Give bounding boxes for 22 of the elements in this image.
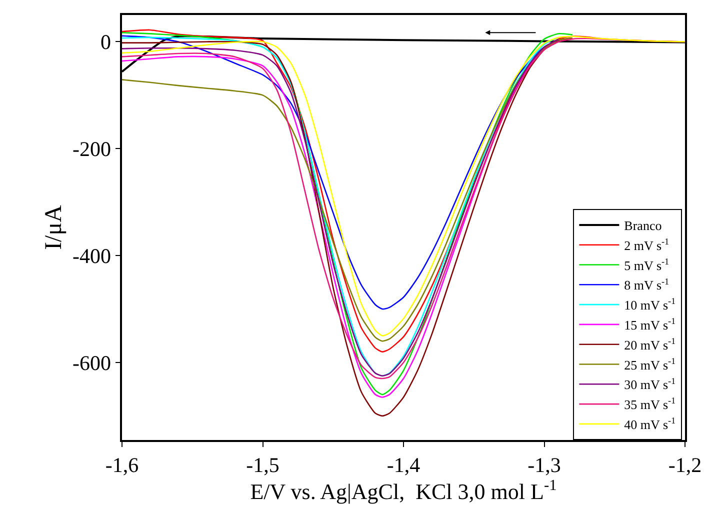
- y-axis-title: I/μA: [41, 204, 68, 250]
- legend-label: 35 mV s$^{-1}$: [624, 396, 676, 412]
- x-axis-title: E/V vs. Ag|AgCl, KCl 3,0 mol L$^{-1}$: [250, 476, 557, 504]
- legend-label: 20 mV s$^{-1}$: [624, 336, 676, 352]
- legend-label: 10 mV s$^{-1}$: [624, 296, 676, 313]
- legend-label: 15 mV s$^{-1}$: [624, 316, 676, 333]
- legend-label: 5 mV s$^{-1}$: [624, 256, 670, 273]
- legend-label: Branco: [624, 218, 662, 234]
- legend-label: 25 mV s$^{-1}$: [624, 356, 676, 372]
- y-tick-label: -400: [72, 244, 112, 268]
- x-tick-label: -1,3: [528, 452, 561, 477]
- legend-label: 40 mV s$^{-1}$: [624, 416, 676, 432]
- y-tick-label: -600: [72, 350, 112, 375]
- x-tick-label: -1,4: [386, 452, 421, 477]
- x-tick-label: -1,6: [105, 452, 139, 477]
- legend-label: 30 mV s$^{-1}$: [624, 376, 676, 392]
- y-tick-label: -200: [72, 137, 112, 161]
- x-tick-label: -1,2: [668, 452, 702, 477]
- x-tick-label: -1,5: [246, 452, 280, 477]
- y-tick-label: 0: [100, 30, 112, 54]
- legend-label: 2 mV s$^{-1}$: [624, 236, 670, 253]
- legend-label: 8 mV s$^{-1}$: [624, 276, 670, 293]
